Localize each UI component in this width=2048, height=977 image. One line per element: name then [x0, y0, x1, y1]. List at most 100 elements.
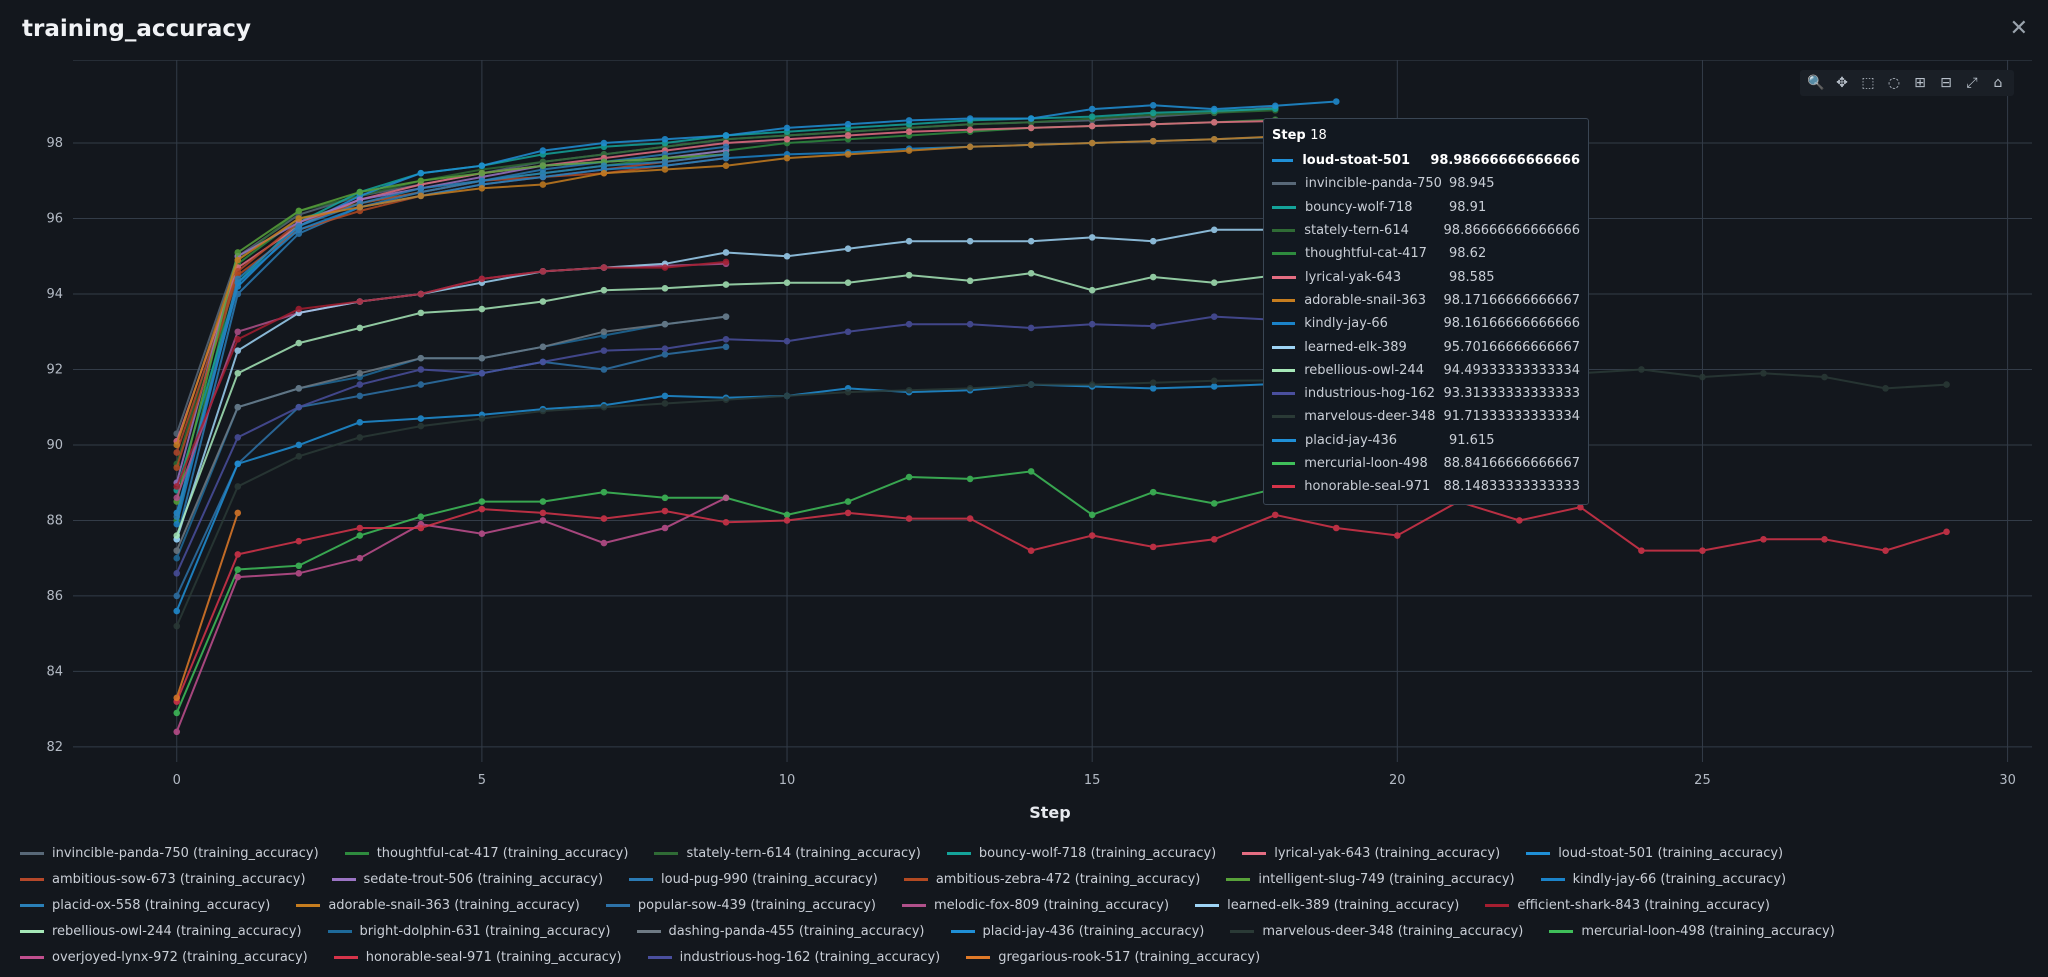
zoom-icon[interactable]: 🔍	[1807, 75, 1825, 91]
legend-swatch	[1230, 930, 1255, 933]
legend-item[interactable]: stately-tern-614 (training_accuracy)	[654, 846, 921, 861]
data-point	[417, 381, 425, 388]
legend-label: ambitious-sow-673 (training_accuracy)	[52, 872, 306, 887]
tooltip-swatch	[1272, 368, 1296, 372]
legend-item[interactable]: sedate-trout-506 (training_accuracy)	[331, 872, 603, 887]
data-point	[722, 313, 730, 320]
legend-item[interactable]: honorable-seal-971 (training_accuracy)	[333, 950, 622, 965]
legend-label: learned-elk-389 (training_accuracy)	[1227, 898, 1460, 913]
data-point	[295, 452, 303, 460]
data-point	[173, 554, 181, 562]
data-point	[1638, 366, 1645, 373]
legend-item[interactable]: bright-dolphin-631 (training_accuracy)	[327, 924, 611, 939]
reset-axes-icon[interactable]: ⌂	[1993, 75, 2003, 91]
legend-item[interactable]: placid-jay-436 (training_accuracy)	[950, 924, 1204, 939]
tooltip-series-name: industrious-hog-162	[1304, 386, 1435, 402]
legend-item[interactable]: overjoyed-lynx-972 (training_accuracy)	[20, 950, 308, 965]
data-point	[600, 139, 608, 147]
legend-label: efficient-shark-843 (training_accuracy)	[1517, 898, 1770, 913]
legend-item[interactable]: adorable-snail-363 (training_accuracy)	[296, 898, 580, 913]
data-point	[173, 592, 181, 600]
data-point	[417, 290, 425, 298]
legend-item[interactable]: dashing-panda-455 (training_accuracy)	[636, 924, 925, 939]
legend-item[interactable]: melodic-fox-809 (training_accuracy)	[902, 898, 1169, 913]
data-point	[600, 162, 608, 169]
legend-item[interactable]: rebellious-owl-244 (training_accuracy)	[20, 924, 302, 939]
legend-item[interactable]: gregarious-rook-517 (training_accuracy)	[966, 950, 1260, 965]
data-point	[1149, 120, 1157, 128]
data-point	[661, 285, 669, 292]
tooltip-step-label: Step	[1272, 128, 1306, 143]
legend-item[interactable]: ambitious-sow-673 (training_accuracy)	[20, 872, 306, 887]
tooltip-row: loud-stoat-501 98.98666666666666	[1272, 149, 1580, 172]
data-point	[539, 517, 547, 524]
data-point	[295, 305, 303, 313]
data-point	[356, 188, 364, 196]
tooltip-series-value: 98.91	[1449, 199, 1487, 215]
y-tick-label: 98	[46, 136, 63, 151]
data-point	[1210, 279, 1218, 286]
data-point	[478, 185, 486, 192]
series-line	[175, 100, 1337, 514]
data-point	[783, 154, 791, 162]
data-point	[1210, 383, 1218, 390]
data-point	[295, 385, 303, 392]
y-tick-label: 88	[46, 513, 63, 528]
legend-item[interactable]: loud-stoat-501 (training_accuracy)	[1526, 846, 1783, 861]
box-select-icon[interactable]: ⬚	[1861, 75, 1875, 91]
legend-item[interactable]: thoughtful-cat-417 (training_accuracy)	[344, 846, 628, 861]
legend-item[interactable]: kindly-jay-66 (training_accuracy)	[1540, 872, 1786, 887]
close-icon[interactable]: ✕	[2009, 16, 2028, 41]
chart-plot[interactable]: 82 84 86 88 90 92 94 96 98 0 5 10 15 20 25 30 Step	[0, 60, 2048, 830]
data-point	[539, 268, 547, 275]
lasso-select-icon[interactable]: ◌	[1887, 75, 1901, 91]
legend-item[interactable]: efficient-shark-843 (training_accuracy)	[1485, 898, 1770, 913]
series-line	[175, 153, 727, 453]
tooltip-series-name: honorable-seal-971	[1304, 479, 1431, 495]
tooltip-row: placid-jay-436 91.615	[1272, 429, 1580, 452]
data-point	[234, 434, 242, 441]
tooltip-swatch	[1272, 438, 1296, 442]
tooltip-swatch	[1272, 392, 1296, 396]
series-22	[173, 366, 1950, 630]
legend-item[interactable]: industrious-hog-162 (training_accuracy)	[647, 950, 940, 965]
chart-grid	[73, 60, 2032, 762]
tooltip-step-value: 18	[1310, 128, 1327, 143]
legend-item[interactable]: placid-ox-558 (training_accuracy)	[20, 898, 270, 913]
legend-item[interactable]: popular-sow-439 (training_accuracy)	[605, 898, 876, 913]
tooltip-swatch	[1272, 229, 1296, 233]
data-point	[966, 385, 974, 392]
legend-item[interactable]: lyrical-yak-643 (training_accuracy)	[1242, 846, 1500, 861]
legend-item[interactable]: invincible-panda-750 (training_accuracy)	[20, 846, 319, 861]
data-point	[905, 320, 913, 328]
legend-item[interactable]: loud-pug-990 (training_accuracy)	[629, 872, 878, 887]
series-9	[173, 154, 730, 471]
legend-item[interactable]: intelligent-slug-749 (training_accuracy)	[1226, 872, 1515, 887]
data-point	[234, 256, 242, 264]
legend-item[interactable]: bouncy-wolf-718 (training_accuracy)	[946, 846, 1217, 861]
data-point	[722, 335, 730, 343]
legend-item[interactable]: mercurial-loon-498 (training_accuracy)	[1549, 924, 1835, 939]
data-point	[234, 369, 242, 377]
x-tick-label: 30	[1999, 773, 2016, 788]
tooltip-row: invincible-panda-750 98.945	[1272, 172, 1580, 195]
legend-label: bouncy-wolf-718 (training_accuracy)	[978, 846, 1217, 861]
data-point	[966, 126, 974, 134]
legend-label: ambitious-zebra-472 (training_accuracy)	[935, 872, 1201, 887]
legend-swatch	[1549, 930, 1574, 933]
legend-swatch	[344, 852, 369, 855]
legend-swatch	[333, 956, 358, 959]
zoom-in-icon[interactable]: ⊞	[1914, 75, 1926, 91]
tooltip-swatch	[1272, 485, 1296, 489]
pan-icon[interactable]: ✥	[1836, 75, 1848, 91]
tooltip-series-name: kindly-jay-66	[1304, 316, 1388, 332]
legend-item[interactable]: marvelous-deer-348 (training_accuracy)	[1230, 924, 1523, 939]
legend-item[interactable]: learned-elk-389 (training_accuracy)	[1195, 898, 1459, 913]
series-line	[175, 145, 727, 540]
data-point	[905, 271, 913, 279]
series-line	[175, 368, 1947, 627]
zoom-out-icon[interactable]: ⊟	[1940, 75, 1952, 91]
legend-item[interactable]: ambitious-zebra-472 (training_accuracy)	[903, 872, 1201, 887]
autoscale-icon[interactable]: ⤢	[1966, 75, 1978, 91]
legend-label: mercurial-loon-498 (training_accuracy)	[1581, 924, 1835, 939]
